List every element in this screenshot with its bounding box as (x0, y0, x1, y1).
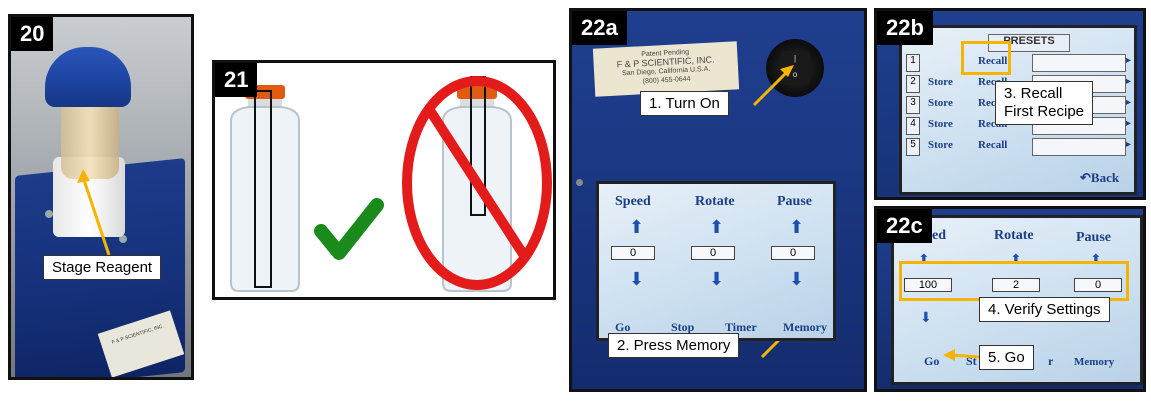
store-button[interactable]: Store (928, 97, 953, 109)
pause-value: 0 (771, 246, 815, 260)
bottle-illustration (230, 76, 552, 292)
chevron-right-icon[interactable]: ▸ (1126, 55, 1132, 66)
callout-verify-settings: 4. Verify Settings (979, 297, 1110, 322)
screw (576, 179, 583, 186)
step-badge: 22a (572, 11, 627, 45)
panel-21: 21 (212, 60, 556, 300)
header-rotate: Rotate (695, 194, 735, 209)
back-arrow-icon: ↶ (1080, 170, 1091, 185)
preset-name-field (1032, 54, 1126, 72)
step-badge: 22b (877, 11, 933, 45)
pause-down-icon[interactable] (789, 270, 804, 288)
panel-22c: 22c ed Rotate Pause 100 2 0 Go St r Memo… (874, 206, 1146, 392)
chevron-right-icon[interactable]: ▸ (1126, 76, 1132, 87)
callout-arrow (77, 169, 111, 256)
check-icon (314, 198, 384, 260)
panel-22a: 22a Patent Pending F & P SCIENTIFIC, INC… (569, 8, 867, 392)
highlight-recall (961, 41, 1011, 75)
callout-recall: 3. Recall First Recipe (995, 81, 1094, 125)
prohibited-icon (402, 76, 552, 290)
rotate-value: 2 (992, 278, 1040, 292)
callout-stage-reagent: Stage Reagent (43, 255, 162, 280)
screw (119, 235, 127, 243)
callout-arrow (943, 349, 980, 361)
callout-line: 3. Recall (1004, 85, 1063, 102)
chevron-right-icon[interactable]: ▸ (1126, 97, 1132, 108)
go-button[interactable]: Go (924, 354, 940, 368)
panel-22b: 22b PRESETS 1 Recall ▸ 2 Store Recall ▸ 3 Store R… (874, 8, 1146, 200)
step-badge: 22c (877, 209, 932, 243)
speed-value: 100 (904, 278, 952, 292)
preset-number: 2 (906, 75, 920, 93)
correct-bottle (230, 85, 300, 292)
preset-row: 5 Store Recall ▸ (906, 138, 1134, 156)
speed-down-icon[interactable] (629, 270, 644, 288)
memory-button[interactable]: Memory (1074, 356, 1115, 368)
preset-number: 1 (906, 54, 920, 72)
rotate-value: 0 (691, 246, 735, 260)
rotate-up-icon[interactable] (709, 218, 724, 236)
callout-turn-on: 1. Turn On (640, 91, 729, 116)
callout-line: First Recipe (1004, 103, 1085, 120)
store-button[interactable]: Store (928, 76, 953, 88)
preset-name-field (1032, 138, 1126, 156)
callout-go: 5. Go (979, 345, 1034, 370)
step-badge: 21 (215, 63, 258, 97)
lcd-screen: Speed Rotate Pause 0 0 0 Go Stop Timer M… (596, 181, 836, 341)
chevron-right-icon[interactable]: ▸ (1126, 139, 1132, 150)
rotate-down-icon[interactable] (709, 270, 724, 288)
highlight-settings (899, 261, 1129, 301)
speed-up-icon[interactable] (629, 218, 644, 236)
header-pause: Pause (1076, 230, 1111, 245)
stop-button[interactable]: St (966, 354, 977, 368)
preset-number: 5 (906, 138, 920, 156)
step-badge: 20 (11, 17, 54, 51)
tube-cap (45, 47, 131, 107)
recall-button[interactable]: Recall (978, 55, 1008, 67)
back-button[interactable]: ↶Back (1080, 170, 1119, 186)
preset-row: 1 Recall ▸ (906, 54, 1134, 72)
go-button[interactable]: Go (615, 320, 631, 334)
recall-button[interactable]: Recall (978, 139, 1008, 151)
store-button[interactable]: Store (928, 139, 953, 151)
timer-button[interactable]: Timer (725, 320, 757, 334)
header-speed: Speed (615, 194, 651, 209)
power-switch[interactable]: | o (766, 39, 824, 97)
header-speed: ed (932, 228, 946, 243)
header-rotate: Rotate (994, 228, 1034, 243)
timer-button[interactable]: r (1048, 354, 1054, 368)
chevron-right-icon[interactable]: ▸ (1126, 118, 1132, 129)
pause-value: 0 (1074, 278, 1122, 292)
callout-press-memory: 2. Press Memory (608, 333, 740, 358)
stop-button[interactable]: Stop (671, 320, 695, 334)
back-label: Back (1090, 170, 1120, 185)
panel-20: 20 F & P SCIENTIFIC, INC. Stage Reagent (8, 14, 194, 380)
header-pause: Pause (777, 194, 812, 209)
screw (45, 210, 53, 218)
rocker: | o (780, 51, 810, 85)
speed-value: 0 (611, 246, 655, 260)
memory-button[interactable]: Memory (783, 320, 827, 334)
pause-up-icon[interactable] (789, 218, 804, 236)
preset-number: 4 (906, 117, 920, 135)
preset-number: 3 (906, 96, 920, 114)
store-button[interactable]: Store (928, 118, 953, 130)
